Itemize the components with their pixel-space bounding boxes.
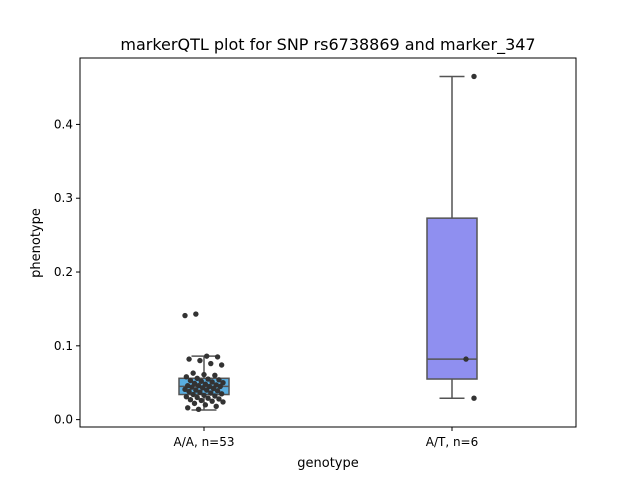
- data-point: [190, 391, 196, 398]
- data-point: [218, 391, 225, 397]
- data-point: [220, 380, 226, 386]
- data-point: [191, 380, 198, 387]
- data-point: [216, 377, 222, 383]
- y-tick-label: 0.3: [54, 191, 73, 205]
- data-point: [199, 385, 206, 391]
- data-point: [213, 403, 219, 410]
- plot-area: [178, 73, 478, 412]
- data-point: [212, 372, 218, 379]
- chart-title: markerQTL plot for SNP rs6738869 and mar…: [120, 35, 535, 55]
- strip-points: [463, 73, 477, 401]
- y-tick-label: 0.2: [54, 265, 73, 279]
- iqr-box: [426, 217, 478, 380]
- data-point: [216, 396, 222, 402]
- data-point: [204, 353, 210, 359]
- data-point: [197, 357, 203, 364]
- data-point: [214, 388, 221, 394]
- data-point: [201, 371, 207, 378]
- data-point: [193, 311, 199, 317]
- y-tick-label: 0.4: [54, 117, 73, 131]
- data-point: [209, 398, 215, 404]
- data-point: [205, 376, 211, 382]
- axes: 0.0 0.1 0.2 0.3 0.4 A/A, n=53 A/T, n=6: [54, 117, 478, 449]
- data-point: [210, 385, 217, 392]
- data-point: [208, 360, 214, 367]
- data-point: [195, 406, 202, 412]
- data-point: [190, 370, 196, 376]
- data-point: [193, 387, 199, 393]
- box-group: [426, 75, 478, 399]
- data-point: [205, 395, 211, 401]
- data-point: [186, 388, 192, 395]
- data-point: [212, 393, 218, 399]
- data-point: [198, 378, 204, 384]
- data-point: [201, 392, 207, 398]
- data-point: [187, 377, 194, 384]
- data-point: [183, 374, 190, 380]
- data-point: [194, 394, 200, 401]
- data-point: [182, 312, 188, 319]
- data-point: [218, 362, 225, 368]
- data-point: [198, 397, 204, 404]
- strip-points: [182, 311, 226, 412]
- data-point: [214, 354, 221, 360]
- data-point: [202, 381, 209, 387]
- axes-frame: [79, 57, 577, 428]
- y-tick-label: 0.0: [54, 413, 73, 427]
- data-point: [191, 400, 198, 407]
- data-point: [187, 396, 194, 403]
- y-axis-label: phenotype: [29, 208, 44, 278]
- data-point: [183, 394, 190, 400]
- data-point: [213, 382, 219, 388]
- data-point: [220, 399, 226, 405]
- x-tick-label: A/T, n=6: [426, 435, 479, 449]
- data-point: [197, 389, 203, 396]
- data-point: [471, 395, 477, 401]
- y-tick-label: 0.1: [54, 339, 73, 353]
- data-point: [182, 386, 188, 393]
- data-point: [194, 375, 200, 381]
- data-point: [209, 379, 215, 385]
- x-axis-label: genotype: [297, 456, 358, 471]
- data-point: [471, 73, 477, 80]
- data-point: [189, 384, 195, 390]
- data-point: [185, 405, 191, 411]
- data-point: [208, 390, 214, 396]
- data-point: [202, 402, 209, 408]
- data-point: [463, 356, 469, 362]
- data-point: [186, 356, 192, 362]
- data-point: [217, 383, 223, 390]
- x-tick-label: A/A, n=53: [173, 435, 234, 449]
- data-point: [206, 383, 213, 390]
- data-point: [185, 382, 191, 389]
- data-point: [204, 387, 210, 393]
- data-point: [195, 382, 202, 389]
